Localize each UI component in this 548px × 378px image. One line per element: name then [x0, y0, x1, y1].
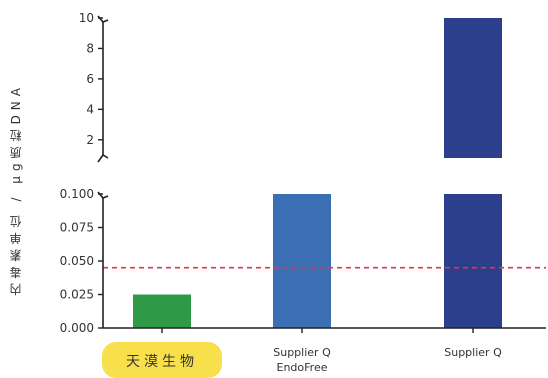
lower-y-tick-label: 0.000: [60, 321, 94, 335]
upper-y-tick-label: 2: [86, 133, 94, 147]
bar-lower-2: [444, 194, 502, 328]
lower-y-tick-label: 0.100: [60, 187, 94, 201]
lower-y-tick-label: 0.075: [60, 221, 94, 235]
lower-axis-break-mark: [97, 191, 109, 199]
upper-axis-top-mark: [97, 15, 109, 23]
upper-y-tick-label: 6: [86, 72, 94, 86]
upper-y-tick-label: 4: [86, 102, 94, 116]
upper-y-tick-label: 8: [86, 41, 94, 55]
x-category-label: 天漠生物: [126, 354, 198, 370]
upper-axis-break-mark: [97, 153, 109, 163]
x-category-label: Supplier Q: [273, 346, 331, 359]
bar-lower-1: [273, 194, 331, 328]
lower-y-tick-label: 0.025: [60, 288, 94, 302]
x-category-label: EndoFree: [277, 361, 328, 374]
bar-upper-2: [444, 18, 502, 158]
upper-y-tick-label: 10: [79, 11, 94, 25]
bar-lower-0: [133, 294, 191, 328]
x-category-label: Supplier Q: [444, 346, 502, 359]
lower-y-tick-label: 0.050: [60, 254, 94, 268]
category-highlight-badge: [102, 342, 222, 378]
